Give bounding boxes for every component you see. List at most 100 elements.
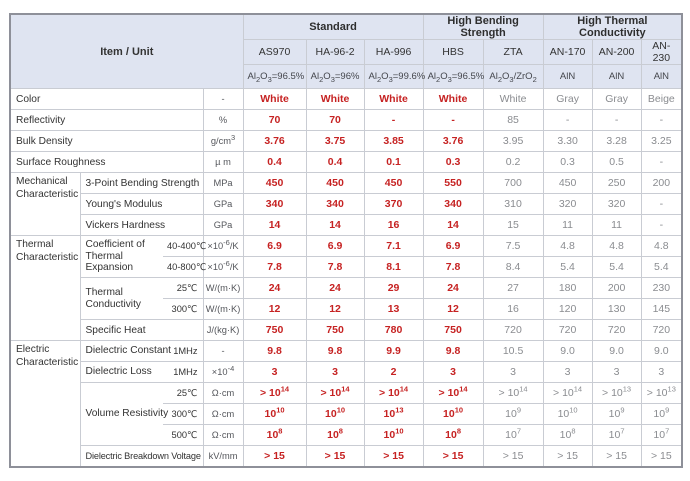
column-header: AN-170: [542, 39, 593, 65]
condition-label: 500℃: [163, 424, 204, 446]
value-cell: > 1014: [305, 382, 365, 404]
item-label: Young's Modulus: [79, 193, 204, 215]
table-row: Electric Characteristic Dielectric Consta…: [9, 340, 683, 468]
composition-header: Al2O3=96.5%: [422, 64, 484, 89]
value-cell: 13: [363, 298, 424, 320]
group-header-standard: Standard: [242, 13, 424, 40]
value-cell: 370: [363, 193, 424, 215]
value-cell: 3.85: [363, 130, 424, 152]
unit-label: -: [202, 340, 244, 362]
composition-row: Al2O3=96.5% Al2O3=96% Al2O3=99.6% Al2O3=…: [10, 64, 683, 89]
table-row: Mechanical Characteristic 3-Point Bending…: [9, 172, 683, 236]
value-cell: 700: [482, 172, 544, 194]
value-cell: 8.4: [482, 256, 544, 278]
value-cell: 14: [422, 214, 484, 236]
group-header-row: Item / Unit Standard High Bending Streng…: [9, 13, 683, 89]
value-cell: 320: [591, 193, 642, 215]
value-cell: 0.5: [591, 151, 642, 173]
value-cell: Gray: [542, 88, 593, 110]
value-cell: 340: [242, 193, 307, 215]
table-row: 500℃ Ω·cm 108 108 1010 108 107 108 107 107: [10, 424, 683, 446]
value-cell: > 15: [640, 445, 683, 468]
value-cell: 3: [640, 361, 683, 383]
value-cell: 5.4: [640, 256, 683, 278]
value-cell: 4.8: [591, 235, 642, 257]
value-cell: 0.4: [242, 151, 307, 173]
value-cell: -: [422, 109, 484, 131]
value-cell: 6.9: [242, 235, 307, 257]
item-label: Dielectric Breakdown Voltage: [79, 445, 204, 468]
table-row: Specific Heat J/(kg·K) 750 750 780 750 720 720 7…: [10, 319, 683, 341]
value-cell: > 15: [482, 445, 544, 468]
value-cell: 24: [422, 277, 484, 299]
value-cell: 1010: [305, 403, 365, 425]
composition-header: AlN: [640, 64, 683, 89]
value-cell: 7.8: [305, 256, 365, 278]
value-cell: 24: [305, 277, 365, 299]
value-cell: 9.8: [305, 340, 365, 362]
unit-label: -: [202, 88, 244, 110]
value-cell: 108: [305, 424, 365, 446]
column-header: ZTA: [482, 39, 544, 65]
value-cell: 9.0: [591, 340, 642, 362]
table-header: Item / Unit Standard High Bending Streng…: [9, 13, 683, 89]
value-cell: 15: [482, 214, 544, 236]
table-row: 300℃ W/(m·K) 12 12 13 12 16 120 130 145: [10, 298, 683, 320]
value-cell: 109: [482, 403, 544, 425]
value-cell: 27: [482, 277, 544, 299]
column-header: HA-96-2: [305, 39, 365, 65]
unit-label: W/(m·K): [202, 298, 244, 320]
value-cell: White: [305, 88, 365, 110]
composition-header: AlN: [542, 64, 593, 89]
value-cell: 720: [482, 319, 544, 341]
value-cell: 16: [363, 214, 424, 236]
value-cell: 3.75: [305, 130, 365, 152]
table-row: 300℃ Ω·cm 1010 1010 1013 1010 109 1010 109 109: [10, 403, 683, 425]
item-label: Coefficient of Thermal Expansion: [79, 235, 163, 278]
value-cell: > 1013: [591, 382, 642, 404]
composition-header: AlN: [591, 64, 642, 89]
value-cell: 107: [591, 424, 642, 446]
unit-label: MPa: [202, 172, 244, 194]
table-row: Color - White White White White White Gray Gray B…: [9, 88, 683, 110]
item-label: Reflectivity: [9, 109, 204, 131]
value-cell: 11: [591, 214, 642, 236]
composition-header: Al2O3=96.5%: [242, 64, 307, 89]
value-cell: 3.76: [422, 130, 484, 152]
value-cell: 3: [591, 361, 642, 383]
column-header: AN-200: [591, 39, 642, 65]
value-cell: 1010: [542, 403, 593, 425]
value-cell: 29: [363, 277, 424, 299]
item-label: Volume Resistivity: [79, 382, 168, 446]
unit-label: kV/mm: [202, 445, 244, 468]
value-cell: 340: [422, 193, 484, 215]
value-cell: 6.9: [422, 235, 484, 257]
condition-label: 1MHz: [163, 340, 204, 362]
value-cell: Gray: [591, 88, 642, 110]
value-cell: 720: [591, 319, 642, 341]
value-cell: 750: [422, 319, 484, 341]
value-cell: > 1014: [422, 382, 484, 404]
value-cell: 10.5: [482, 340, 544, 362]
unit-label: Ω·cm: [202, 424, 244, 446]
value-cell: White: [422, 88, 484, 110]
composition-header: Al2O3=96%: [305, 64, 365, 89]
value-cell: > 15: [422, 445, 484, 468]
value-cell: 5.4: [542, 256, 593, 278]
value-cell: 450: [305, 172, 365, 194]
condition-label: 1MHz: [163, 361, 204, 383]
value-cell: 70: [242, 109, 307, 131]
table-row: 40-800℃ ×10-6/K 7.8 7.8 8.1 7.8 8.4 5.4 5.4 5.4: [10, 256, 683, 278]
value-cell: 3.30: [542, 130, 593, 152]
item-label: Color: [9, 88, 204, 110]
value-cell: 85: [482, 109, 544, 131]
value-cell: 109: [591, 403, 642, 425]
table-row: Reflectivity% 70 70- -85- - -: [9, 109, 683, 131]
column-header: HBS: [422, 39, 484, 65]
value-cell: 0.1: [363, 151, 424, 173]
unit-label: Ω·cm: [202, 403, 244, 425]
value-cell: Beige: [640, 88, 683, 110]
condition-label: 300℃: [163, 403, 204, 425]
value-cell: 3: [542, 361, 593, 383]
